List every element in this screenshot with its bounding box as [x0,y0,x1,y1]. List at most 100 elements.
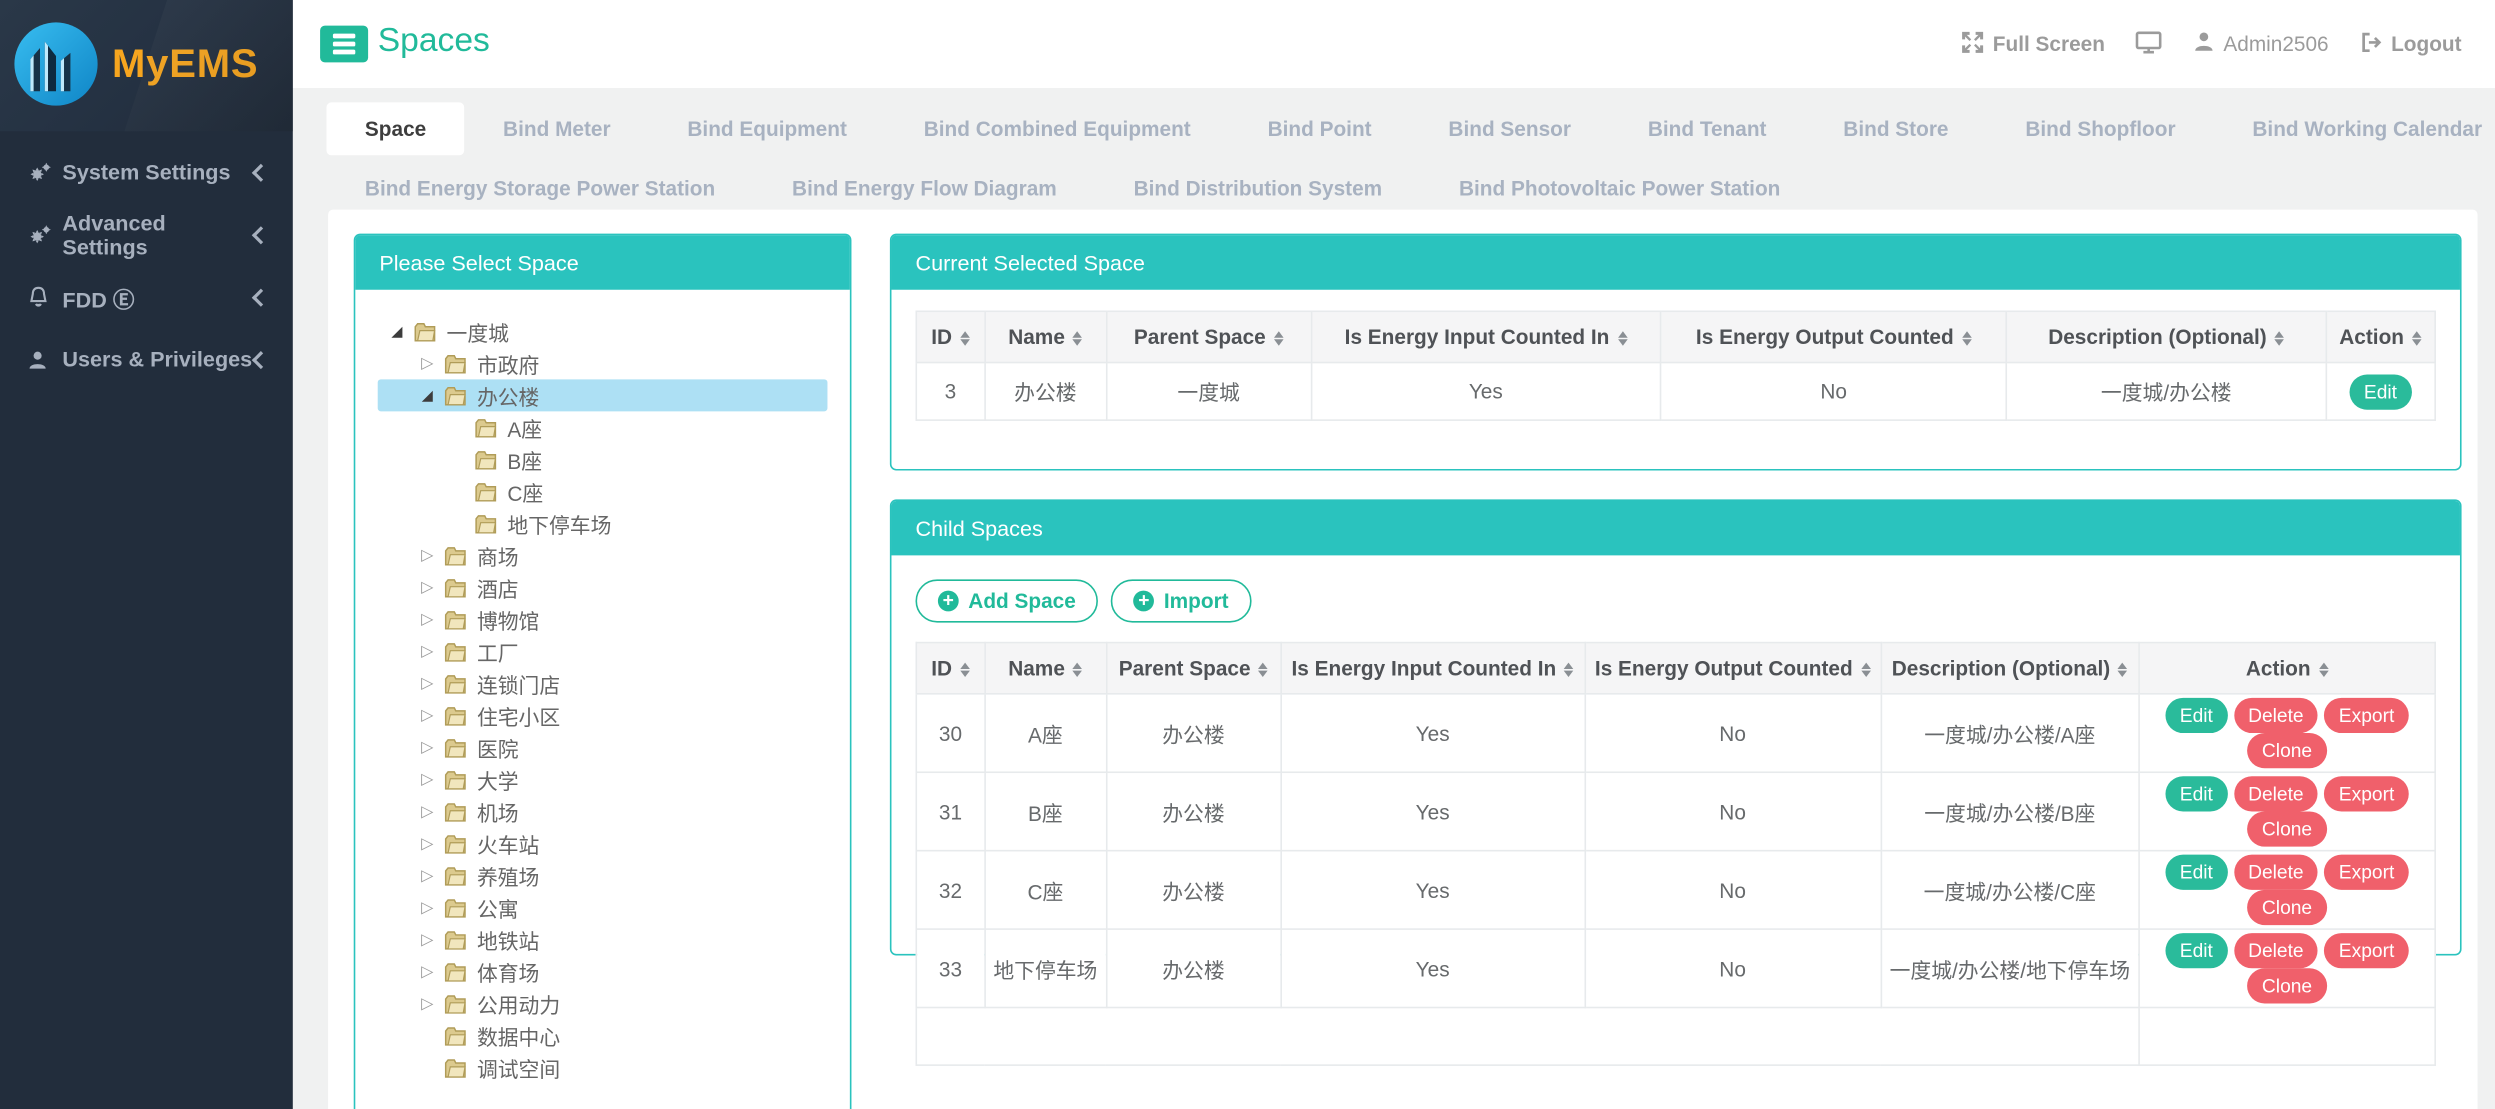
column-header-description-optional[interactable]: Description (Optional) [1881,643,2139,694]
tree-node-item[interactable]: ▷公寓 [355,891,850,923]
tree-node-item[interactable]: ◢办公楼 [355,379,850,411]
display-settings-button[interactable] [2135,30,2162,59]
export-button[interactable]: Export [2324,855,2408,890]
column-header-id[interactable]: ID [916,311,984,362]
tab-bind-shopfloor[interactable]: Bind Shopfloor [1987,102,2214,155]
tree-node-b[interactable]: B座 [355,443,850,475]
edit-button[interactable]: Edit [2165,855,2227,890]
tree-node-item[interactable]: 调试空间 [355,1052,850,1084]
tree-node-item[interactable]: ▷酒店 [355,571,850,603]
expand-arrow-icon[interactable]: ▷ [415,675,441,693]
tab-space[interactable]: Space [327,102,465,155]
expand-arrow-icon[interactable]: ▷ [415,579,441,597]
tab-bind-combined-equipment[interactable]: Bind Combined Equipment [885,102,1229,155]
tab-bind-point[interactable]: Bind Point [1229,102,1410,155]
tab-bind-sensor[interactable]: Bind Sensor [1410,102,1609,155]
delete-button[interactable]: Delete [2234,698,2318,733]
tab-bind-energy-flow-diagram[interactable]: Bind Energy Flow Diagram [754,163,1096,211]
expand-arrow-icon[interactable]: ▷ [415,835,441,853]
sidebar-item-fdd[interactable]: FDD Ⓔ [0,266,293,328]
tree-node-item[interactable]: ▷养殖场 [355,859,850,891]
add-space-button[interactable]: +Add Space [915,579,1098,622]
column-header-parent-space[interactable]: Parent Space [1106,643,1281,694]
edit-button[interactable]: Edit [2349,374,2411,409]
sidebar-item-system-settings[interactable]: System Settings [0,141,293,203]
clone-button[interactable]: Clone [2248,968,2327,1003]
expand-arrow-icon[interactable]: ▷ [415,963,441,981]
edit-button[interactable]: Edit [2165,933,2227,968]
tree-node-item[interactable]: ▷医院 [355,731,850,763]
sidebar-item-advanced-settings[interactable]: Advanced Settings [0,203,293,265]
logout-button[interactable]: Logout [2359,30,2462,59]
tree-node-c[interactable]: C座 [355,475,850,507]
clone-button[interactable]: Clone [2248,733,2327,768]
tree-node-item[interactable]: ▷地铁站 [355,923,850,955]
expand-arrow-icon[interactable]: ▷ [415,899,441,917]
expand-arrow-icon[interactable]: ▷ [415,355,441,373]
tree-node-item[interactable]: 数据中心 [355,1020,850,1052]
edit-button[interactable]: Edit [2165,698,2227,733]
column-header-is-energy-input-counted-in[interactable]: Is Energy Input Counted In [1311,311,1660,362]
tree-node-item[interactable]: ◢一度城 [355,315,850,347]
delete-button[interactable]: Delete [2234,776,2318,811]
expand-arrow-icon[interactable]: ▷ [415,931,441,949]
tree-node-item[interactable]: ▷火车站 [355,827,850,859]
tree-node-item[interactable]: ▷连锁门店 [355,667,850,699]
column-header-id[interactable]: ID [916,643,984,694]
collapse-arrow-icon[interactable]: ◢ [415,387,441,405]
expand-arrow-icon[interactable]: ▷ [415,707,441,725]
hamburger-menu-button[interactable] [320,26,368,63]
expand-arrow-icon[interactable]: ▷ [415,771,441,789]
tab-bind-meter[interactable]: Bind Meter [465,102,649,155]
logo-block[interactable]: MyEMS [0,0,293,131]
tree-node-item[interactable]: ▷博物馆 [355,603,850,635]
column-header-is-energy-input-counted-in[interactable]: Is Energy Input Counted In [1281,643,1585,694]
expand-arrow-icon[interactable]: ▷ [415,867,441,885]
delete-button[interactable]: Delete [2234,855,2318,890]
tab-bind-photovoltaic-power-station[interactable]: Bind Photovoltaic Power Station [1421,163,1819,211]
column-header-description-optional[interactable]: Description (Optional) [2007,311,2326,362]
column-header-name[interactable]: Name [985,311,1106,362]
import-button[interactable]: +Import [1111,579,1251,622]
tree-node-item[interactable]: ▷公用动力 [355,988,850,1020]
tab-bind-tenant[interactable]: Bind Tenant [1609,102,1804,155]
column-header-parent-space[interactable]: Parent Space [1106,311,1311,362]
expand-arrow-icon[interactable]: ▷ [415,643,441,661]
edit-button[interactable]: Edit [2165,776,2227,811]
tree-node-item[interactable]: ▷大学 [355,763,850,795]
export-button[interactable]: Export [2324,933,2408,968]
delete-button[interactable]: Delete [2234,933,2318,968]
tree-node-item[interactable]: ▷机场 [355,795,850,827]
export-button[interactable]: Export [2324,776,2408,811]
tree-node-item[interactable]: ▷市政府 [355,347,850,379]
tab-bind-working-calendar[interactable]: Bind Working Calendar [2214,102,2495,155]
column-header-name[interactable]: Name [985,643,1106,694]
column-header-action[interactable]: Action [2139,643,2435,694]
tree-node-a[interactable]: A座 [355,411,850,443]
column-header-is-energy-output-counted[interactable]: Is Energy Output Counted [1585,643,1881,694]
expand-arrow-icon[interactable]: ▷ [415,739,441,757]
clone-button[interactable]: Clone [2248,890,2327,925]
tree-node-item[interactable]: ▷商场 [355,539,850,571]
tab-bind-store[interactable]: Bind Store [1805,102,1987,155]
tree-node-item[interactable]: ▷体育场 [355,955,850,987]
user-account-button[interactable]: Admin2506 [2193,30,2329,57]
tree-node-item[interactable]: ▷住宅小区 [355,699,850,731]
clone-button[interactable]: Clone [2248,811,2327,846]
tab-bind-equipment[interactable]: Bind Equipment [649,102,885,155]
expand-arrow-icon[interactable]: ▷ [415,611,441,629]
expand-arrow-icon[interactable]: ▷ [415,995,441,1013]
expand-arrow-icon[interactable]: ▷ [415,803,441,821]
expand-arrow-icon[interactable]: ▷ [415,547,441,565]
export-button[interactable]: Export [2324,698,2408,733]
myems-logo-icon [13,21,99,115]
tree-node-item[interactable]: ▷工厂 [355,635,850,667]
tab-bind-distribution-system[interactable]: Bind Distribution System [1095,163,1420,211]
sidebar-item-users-privileges[interactable]: Users & Privileges [0,328,293,390]
tab-bind-energy-storage-power-station[interactable]: Bind Energy Storage Power Station [327,163,754,211]
tree-node-item[interactable]: 地下停车场 [355,507,850,539]
column-header-is-energy-output-counted[interactable]: Is Energy Output Counted [1660,311,2006,362]
column-header-action[interactable]: Action [2326,311,2435,362]
full-screen-button[interactable]: Full Screen [1961,30,2105,59]
collapse-arrow-icon[interactable]: ◢ [384,323,410,341]
